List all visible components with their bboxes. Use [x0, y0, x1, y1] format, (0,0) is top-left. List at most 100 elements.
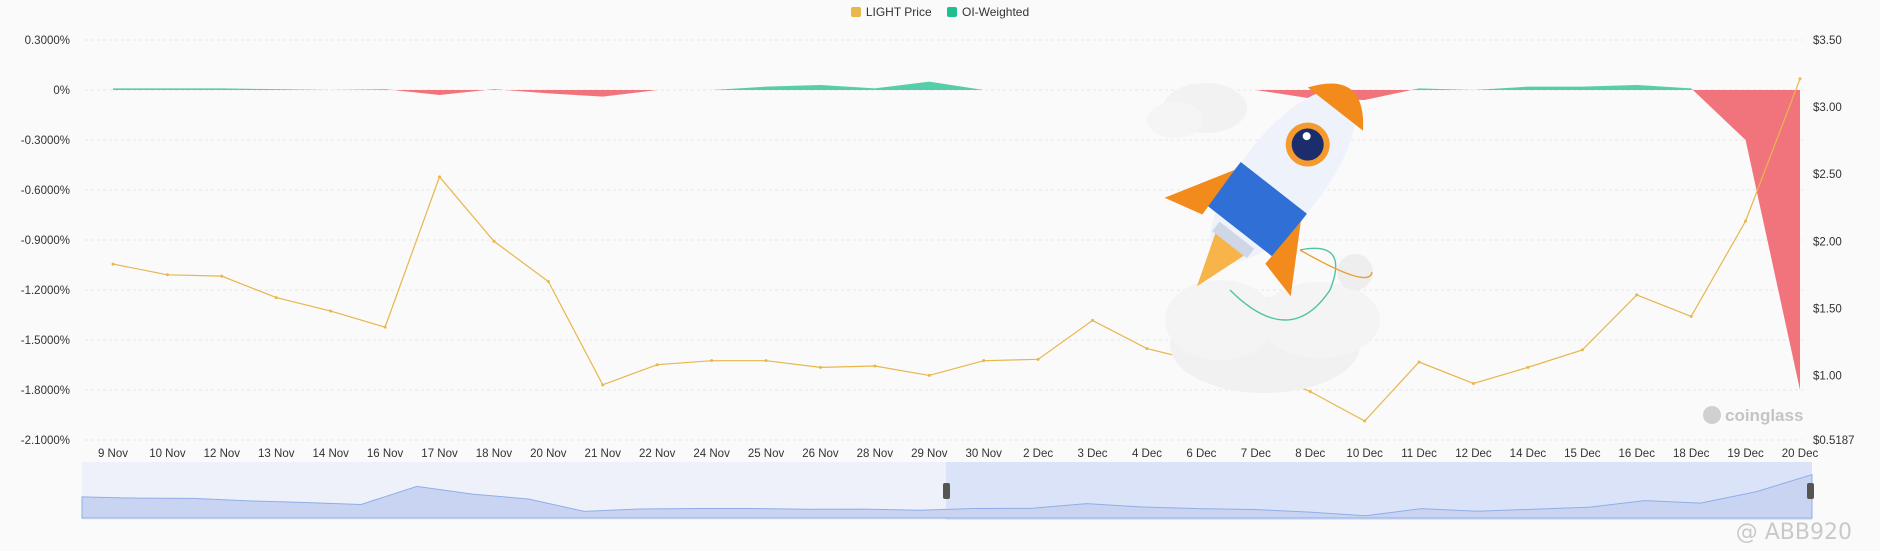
chart-legend: LIGHT Price OI-Weighted	[0, 5, 1880, 19]
y-right-tick: $1.00	[1813, 370, 1842, 382]
x-tick: 14 Dec	[1510, 448, 1547, 460]
x-tick: 29 Nov	[911, 448, 948, 460]
x-tick: 30 Nov	[965, 448, 1002, 460]
y-left-tick: -0.3000%	[21, 135, 70, 147]
light-price-line	[112, 78, 1801, 422]
y-left-tick: -1.5000%	[21, 335, 70, 347]
price-point	[1145, 347, 1149, 351]
price-point	[546, 280, 550, 284]
navigator-handle-left[interactable]	[943, 483, 950, 499]
price-point	[1471, 381, 1475, 385]
y-left-tick: -2.1000%	[21, 435, 70, 447]
x-tick: 8 Dec	[1295, 448, 1325, 460]
price-point	[1744, 219, 1748, 223]
price-point	[710, 359, 714, 363]
x-tick: 7 Dec	[1241, 448, 1271, 460]
x-tick: 20 Nov	[530, 448, 567, 460]
price-point	[1580, 348, 1584, 352]
price-point	[601, 383, 605, 387]
price-point	[982, 359, 986, 363]
y-right-tick: $3.00	[1813, 102, 1842, 114]
x-tick: 21 Nov	[585, 448, 622, 460]
legend-swatch-price	[850, 7, 861, 17]
oi-weighted-series	[113, 81, 1800, 390]
price-point	[1036, 357, 1040, 361]
y-left-tick: 0.3000%	[25, 35, 70, 47]
y-left-tick: -0.9000%	[21, 235, 70, 247]
legend-item-oi[interactable]: OI-Weighted	[946, 5, 1030, 19]
price-point	[438, 175, 442, 179]
price-point	[927, 373, 931, 377]
y-right-tick-labels: $3.50 $3.00 $2.50 $2.00 $1.50 $1.00 $0.5187	[1813, 35, 1855, 447]
x-tick: 14 Nov	[312, 448, 349, 460]
price-point	[873, 364, 877, 368]
x-tick: 3 Dec	[1078, 448, 1108, 460]
navigator-series	[81, 473, 1813, 519]
y-right-tick: $1.50	[1813, 303, 1842, 315]
price-point	[655, 363, 659, 367]
price-point	[1635, 293, 1639, 297]
x-tick: 17 Nov	[421, 448, 458, 460]
x-tick: 28 Nov	[857, 448, 894, 460]
y-left-tick-labels: 0.3000% 0% -0.3000% -0.6000% -0.9000% -1.2000…	[21, 35, 70, 447]
x-tick: 18 Dec	[1673, 448, 1710, 460]
grid-lines	[85, 39, 1803, 441]
price-point	[220, 274, 224, 278]
brand-text: coinglass	[1725, 406, 1803, 425]
range-navigator	[81, 462, 1814, 520]
y-right-tick: $3.50	[1813, 35, 1842, 47]
x-tick: 19 Dec	[1727, 448, 1764, 460]
oi-point	[1037, 89, 1039, 91]
price-point	[1091, 318, 1095, 322]
legend-label-price: LIGHT Price	[865, 5, 932, 19]
price-point	[1798, 77, 1802, 81]
navigator-handle-right[interactable]	[1807, 483, 1814, 499]
price-point	[492, 239, 496, 243]
watermark-text: @ ABB920	[1735, 520, 1852, 545]
legend-item-price[interactable]: LIGHT Price	[850, 5, 932, 19]
x-tick: 16 Nov	[367, 448, 404, 460]
price-point	[1363, 419, 1367, 423]
y-left-tick: 0%	[53, 85, 70, 97]
price-point	[1308, 390, 1312, 394]
light-price-points	[111, 77, 1802, 423]
y-right-tick: $2.50	[1813, 169, 1842, 181]
x-tick: 6 Dec	[1186, 448, 1216, 460]
coinglass-logo: coinglass	[1703, 406, 1803, 425]
price-point	[764, 359, 768, 363]
x-tick: 12 Nov	[204, 448, 241, 460]
x-tick: 24 Nov	[693, 448, 730, 460]
x-tick: 12 Dec	[1455, 448, 1492, 460]
x-tick: 15 Dec	[1564, 448, 1601, 460]
price-point	[165, 273, 169, 277]
price-point	[1417, 360, 1421, 364]
x-tick: 4 Dec	[1132, 448, 1162, 460]
x-tick: 2 Dec	[1023, 448, 1053, 460]
price-point	[329, 309, 333, 313]
y-right-tick: $2.00	[1813, 236, 1842, 248]
x-tick: 20 Dec	[1782, 448, 1819, 460]
x-tick: 25 Nov	[748, 448, 785, 460]
y-right-tick: $0.5187	[1813, 435, 1855, 447]
price-point	[818, 365, 822, 369]
x-tick: 13 Nov	[258, 448, 295, 460]
price-point	[383, 325, 387, 329]
x-tick: 9 Nov	[98, 448, 128, 460]
y-left-tick: -0.6000%	[21, 185, 70, 197]
price-point	[274, 296, 278, 300]
x-tick: 22 Nov	[639, 448, 676, 460]
x-tick: 11 Dec	[1401, 448, 1437, 460]
x-tick: 26 Nov	[802, 448, 839, 460]
rocket-illustration	[1147, 83, 1380, 393]
oi-positive-area	[113, 81, 1800, 90]
legend-swatch-oi	[946, 7, 957, 17]
price-point	[1526, 365, 1530, 369]
oi-negative-area	[113, 90, 1800, 390]
price-point	[111, 262, 115, 266]
y-left-tick: -1.2000%	[21, 285, 70, 297]
x-tick-labels: 9 Nov 10 Nov 12 Nov 13 Nov 14 Nov 16 Nov 17 No…	[98, 448, 1818, 460]
y-left-tick: -1.8000%	[21, 385, 70, 397]
legend-label-oi: OI-Weighted	[961, 5, 1030, 19]
x-tick: 16 Dec	[1619, 448, 1656, 460]
x-tick: 10 Dec	[1346, 448, 1383, 460]
